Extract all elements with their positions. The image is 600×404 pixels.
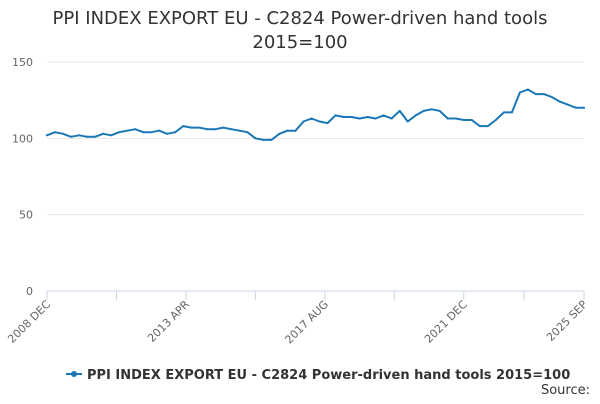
data-point[interactable] [334, 114, 337, 117]
data-point[interactable] [350, 116, 353, 118]
data-point[interactable] [166, 132, 169, 135]
data-point[interactable] [478, 125, 481, 128]
data-point[interactable] [398, 109, 401, 112]
data-point[interactable] [118, 131, 121, 134]
data-point[interactable] [526, 88, 529, 91]
data-point[interactable] [78, 134, 81, 137]
x-tick-label: 2017 AUG [282, 298, 331, 347]
data-point[interactable] [246, 131, 249, 134]
data-point[interactable] [518, 91, 521, 94]
data-point[interactable] [462, 119, 465, 121]
data-point[interactable] [222, 126, 225, 129]
data-point[interactable] [567, 103, 569, 106]
chart-title: PPI INDEX EXPORT EU - C2824 Power-driven… [53, 8, 548, 29]
x-tick-label: 2025 SEP [544, 298, 590, 344]
x-tick-label: 2008 DEC [5, 298, 53, 346]
y-tick-label: 50 [19, 209, 33, 222]
data-point[interactable] [142, 131, 145, 134]
data-point[interactable] [454, 117, 457, 120]
data-point[interactable] [110, 134, 113, 137]
data-point[interactable] [302, 120, 305, 123]
legend-label[interactable]: PPI INDEX EXPORT EU - C2824 Power-driven… [87, 368, 570, 383]
data-point[interactable] [318, 120, 321, 123]
data-point[interactable] [238, 129, 241, 132]
chart-subtitle: 2015=100 [252, 32, 347, 53]
data-point[interactable] [342, 116, 345, 118]
legend-swatch-marker [71, 371, 77, 377]
data-point[interactable] [150, 131, 153, 134]
data-point[interactable] [278, 132, 281, 135]
data-point[interactable] [414, 114, 417, 117]
data-point[interactable] [126, 129, 129, 132]
source-label: Source: [541, 383, 590, 398]
data-point[interactable] [174, 131, 177, 134]
data-point[interactable] [54, 131, 56, 134]
x-tick-label: 2013 APR [145, 298, 192, 345]
legend[interactable]: PPI INDEX EXPORT EU - C2824 Power-driven… [66, 368, 570, 383]
data-point[interactable] [366, 116, 369, 118]
data-point[interactable] [182, 125, 185, 128]
data-point[interactable] [494, 119, 497, 121]
data-point[interactable] [214, 128, 217, 131]
data-point[interactable] [486, 125, 489, 128]
data-point[interactable] [94, 135, 97, 138]
x-axis: 2008 DEC 2013 APR 2017 AUG 2021 DEC 2025 SEP [5, 290, 590, 347]
data-point[interactable] [382, 114, 385, 117]
data-point[interactable] [390, 117, 393, 120]
data-point[interactable] [470, 119, 473, 121]
data-point[interactable] [254, 137, 257, 140]
data-point[interactable] [358, 117, 361, 120]
data-point[interactable] [230, 128, 233, 131]
data-point[interactable] [422, 109, 425, 112]
y-tick-label: 150 [12, 56, 33, 69]
data-point[interactable] [559, 100, 561, 103]
data-point[interactable] [550, 96, 553, 99]
data-point[interactable] [198, 126, 201, 129]
data-point[interactable] [134, 128, 137, 131]
grid [47, 61, 584, 216]
data-point[interactable] [502, 111, 505, 114]
data-point[interactable] [62, 132, 64, 135]
data-point[interactable] [438, 109, 441, 112]
data-point[interactable] [310, 117, 313, 120]
data-point[interactable] [446, 117, 449, 120]
data-point[interactable] [575, 106, 577, 109]
series-group [46, 88, 585, 141]
data-point[interactable] [102, 132, 105, 135]
y-tick-label: 100 [12, 132, 33, 145]
data-point[interactable] [326, 122, 329, 125]
data-point[interactable] [542, 93, 545, 96]
y-axis: 0 50 100 150 [12, 56, 33, 298]
data-point[interactable] [430, 108, 433, 111]
data-point[interactable] [510, 111, 513, 114]
data-point[interactable] [374, 117, 377, 120]
series-line[interactable] [46, 88, 585, 141]
data-point[interactable] [534, 93, 537, 96]
data-point[interactable] [158, 129, 161, 132]
data-point[interactable] [406, 120, 409, 123]
data-point[interactable] [270, 138, 273, 141]
data-point[interactable] [70, 135, 72, 138]
data-point[interactable] [294, 129, 297, 132]
data-point[interactable] [46, 134, 48, 137]
data-point[interactable] [262, 138, 265, 141]
data-point[interactable] [86, 135, 89, 138]
data-point[interactable] [190, 126, 193, 129]
x-tick-label: 2021 DEC [422, 298, 470, 346]
data-point[interactable] [583, 106, 585, 109]
data-point[interactable] [206, 128, 209, 131]
y-tick-label: 0 [26, 285, 33, 298]
data-point[interactable] [286, 129, 289, 132]
